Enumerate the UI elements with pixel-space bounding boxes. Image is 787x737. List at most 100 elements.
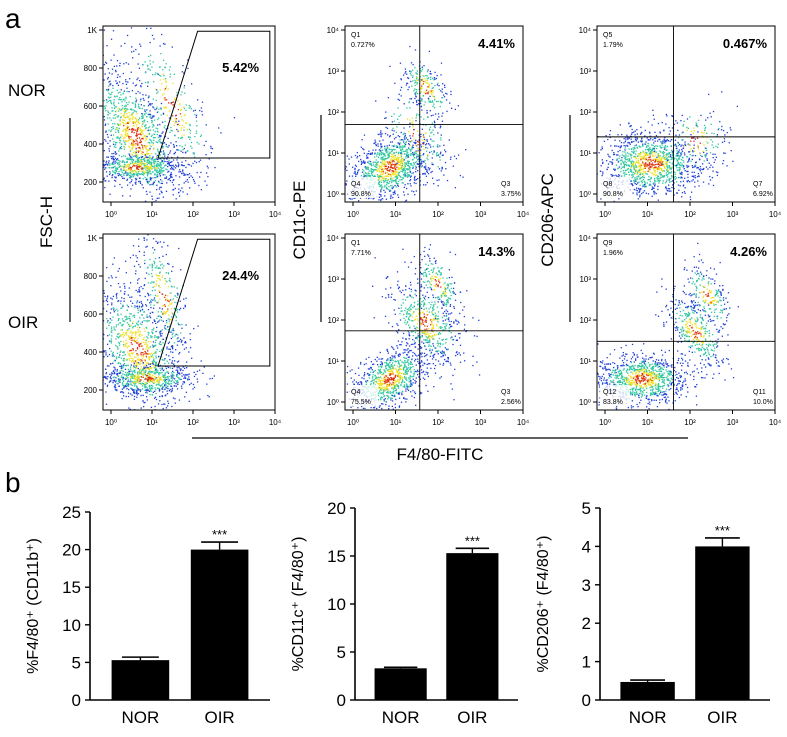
quadrant-lower-left-name: Q4 xyxy=(351,389,360,396)
y-tick-label: 1 xyxy=(582,653,591,672)
x-tick-label: 10⁰ xyxy=(105,210,117,219)
x-tick-label: 10³ xyxy=(727,210,739,219)
y-tick-label: 0 xyxy=(337,691,346,710)
y-tick-label: 10¹ xyxy=(327,149,339,158)
gate-percent: 5.42% xyxy=(222,60,259,75)
x-category-label: NOR xyxy=(629,708,667,727)
panel-label-a: a xyxy=(5,3,21,34)
quadrant-label-bg xyxy=(348,177,378,198)
y-tick-label: 0 xyxy=(72,691,81,710)
x-tick-label: 10¹ xyxy=(642,210,654,219)
x-tick-label: 10³ xyxy=(727,418,739,427)
y-tick-label: 3 xyxy=(582,576,591,595)
y-tick-label: 10⁴ xyxy=(579,26,592,35)
density-cloud xyxy=(103,27,236,202)
y-tick-label: 10¹ xyxy=(579,149,591,158)
y-tick-label: 200 xyxy=(84,178,98,187)
plot-frame xyxy=(344,233,524,411)
quadrant-lower-right-name: Q7 xyxy=(753,181,762,188)
x-tick-label: 10⁴ xyxy=(517,418,530,427)
quadrant-lower-left-name: Q4 xyxy=(351,181,360,188)
quadrant-lower-right-percent: 2.56% xyxy=(501,399,521,406)
y-tick-label: 20 xyxy=(62,541,81,560)
quadrant-lower-right-name: Q3 xyxy=(501,389,510,396)
y-tick-label: 4 xyxy=(582,537,591,556)
y-tick-label: 10 xyxy=(62,616,81,635)
y-tick-label: 10¹ xyxy=(327,357,339,366)
y-tick-label: 10⁰ xyxy=(327,398,339,407)
x-tick-label: 10⁰ xyxy=(347,418,359,427)
f480-axis-title: F4/80-FITC xyxy=(397,445,484,464)
x-tick-label: 10⁴ xyxy=(269,210,282,219)
y-tick-label: 10¹ xyxy=(579,357,591,366)
bar-nor xyxy=(111,660,170,700)
y-tick-label: 15 xyxy=(62,578,81,597)
plot-frame xyxy=(344,25,524,203)
quadrant-lower-right-percent: 6.92% xyxy=(753,191,773,198)
y-tick-label: 10⁰ xyxy=(579,398,591,407)
bar-oir xyxy=(190,549,249,700)
gate-percent: 24.4% xyxy=(222,268,259,283)
x-tick-label: 10³ xyxy=(475,418,487,427)
quadrant-upper-left-name: Q1 xyxy=(351,32,360,39)
quadrant-lower-left-name: Q8 xyxy=(603,181,612,188)
quadrant-upper-right-percent: 0.467% xyxy=(723,36,768,51)
y-tick-label: 10² xyxy=(327,108,339,117)
bar-chart-3: 0 1 2 3 4 5 %CD206⁺ (F4/80⁺) NOR *** OIR xyxy=(535,499,770,727)
y-tick-label: 10² xyxy=(579,108,591,117)
plot-frame xyxy=(596,233,776,411)
x-tick-label: 10² xyxy=(432,418,444,427)
x-tick-label: 10⁰ xyxy=(599,210,611,219)
x-tick-label: 10² xyxy=(684,210,696,219)
y-tick-label: 15 xyxy=(327,547,346,566)
quadrant-upper-right-percent: 4.41% xyxy=(478,36,515,51)
y-tick-label: 10² xyxy=(327,316,339,325)
x-tick-label: 10³ xyxy=(228,210,240,219)
y-tick-label: 10⁰ xyxy=(327,190,339,199)
quadrant-lower-right-name: Q3 xyxy=(501,181,510,188)
quadrant-lower-left-percent: 75.5% xyxy=(351,399,371,406)
y-tick-label: 10 xyxy=(327,595,346,614)
x-tick-label: 10⁰ xyxy=(105,418,117,427)
y-tick-label: 10³ xyxy=(327,275,339,284)
plot-frame xyxy=(102,233,276,411)
y-tick-label: 400 xyxy=(84,348,98,357)
y-tick-label: 10⁴ xyxy=(579,234,592,243)
y-tick-label: 10³ xyxy=(579,275,591,284)
y-tick-label: 0 xyxy=(582,691,591,710)
flow-panel-oir-cd11c: 10⁰ 10¹ 10² 10³ 10⁴ 10⁰ 10¹ 10² 10³ 10⁴ 14.3% Q1 7.7… xyxy=(327,233,530,427)
quadrant-upper-left-percent: 1.96% xyxy=(603,250,623,257)
bar-oir xyxy=(446,553,499,700)
quadrant-upper-left-percent: 0.727% xyxy=(351,42,375,49)
y-axis-title: %F4/80⁺ (CD11b⁺) xyxy=(25,538,42,674)
x-tick-label: 10⁰ xyxy=(599,418,611,427)
bar-nor xyxy=(620,681,675,700)
x-category-label: OIR xyxy=(457,708,487,727)
significance-marker: *** xyxy=(465,533,480,548)
significance-marker: *** xyxy=(715,523,730,538)
fsc-axis-title: FSC-H xyxy=(37,196,56,248)
y-tick-label: 2 xyxy=(582,614,591,633)
density-cloud xyxy=(103,234,216,410)
x-tick-label: 10¹ xyxy=(146,210,158,219)
y-tick-label: 10⁰ xyxy=(579,190,591,199)
x-tick-label: 10¹ xyxy=(390,210,402,219)
quadrant-lower-right-name: Q11 xyxy=(753,389,766,396)
quadrant-upper-right-percent: 14.3% xyxy=(478,244,515,259)
bar-nor xyxy=(374,668,427,700)
x-tick-label: 10³ xyxy=(475,210,487,219)
x-tick-label: 10¹ xyxy=(146,418,158,427)
quadrant-lower-left-percent: 90.8% xyxy=(603,191,623,198)
x-tick-label: 10¹ xyxy=(642,418,654,427)
y-tick-label: 5 xyxy=(72,653,81,672)
bar-chart-2: 0 5 10 15 20 %CD11c⁺ (F4/80⁺) NOR *** OIR xyxy=(290,499,518,727)
x-tick-label: 10² xyxy=(432,210,444,219)
y-tick-label: 200 xyxy=(84,386,98,395)
x-tick-label: 10² xyxy=(187,418,199,427)
density-cloud xyxy=(345,45,467,202)
quadrant-upper-left-name: Q5 xyxy=(603,32,612,39)
x-tick-label: 10¹ xyxy=(390,418,402,427)
x-tick-label: 10⁴ xyxy=(517,210,530,219)
y-tick-label: 600 xyxy=(84,310,98,319)
